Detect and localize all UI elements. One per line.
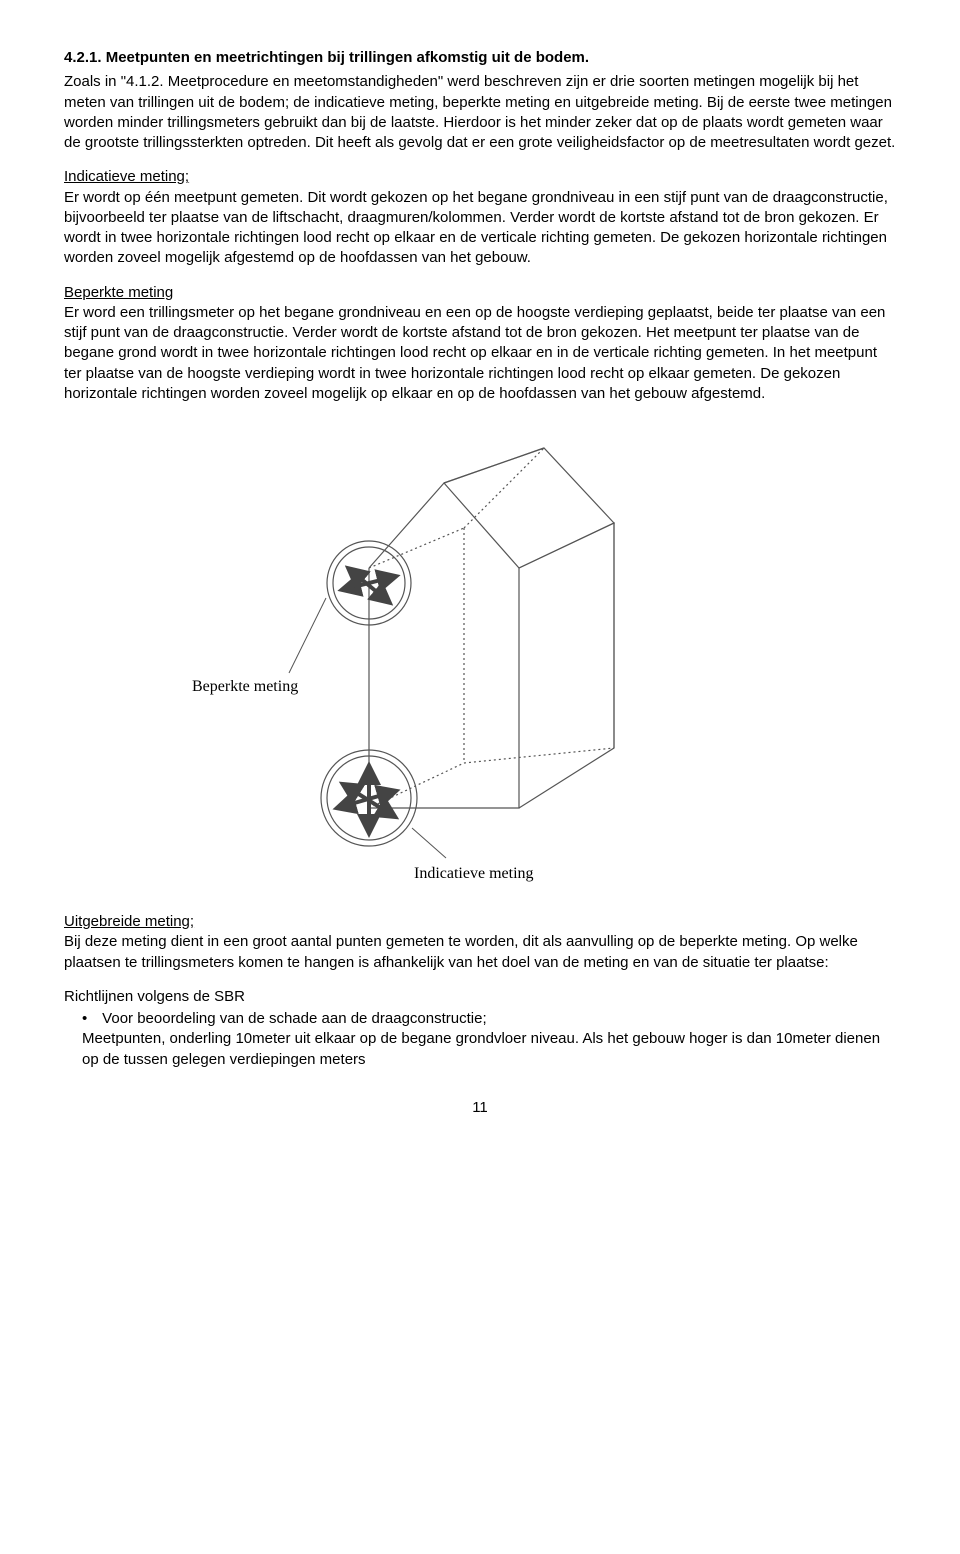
indicatieve-block: Indicatieve meting; Er wordt op één meet… — [64, 167, 896, 268]
section-heading: 4.2.1. Meetpunten en meetrichtingen bij … — [64, 48, 896, 68]
bullet1-title: Voor beoordeling van de schade aan de dr… — [102, 1010, 486, 1027]
guideline-bullet: • Voor beoordeling van de schade aan de … — [102, 1009, 896, 1070]
guidelines-title: Richtlijnen volgens de SBR — [64, 987, 896, 1007]
beperkte-block: Beperkte meting Er word een trillingsmet… — [64, 283, 896, 405]
uitgebreide-block: Uitgebreide meting; Bij deze meting dien… — [64, 912, 896, 973]
page-number: 11 — [64, 1098, 896, 1118]
fig-label-indicatieve: Indicatieve meting — [414, 865, 534, 882]
bullet1-body: Meetpunten, onderling 10meter uit elkaar… — [82, 1029, 896, 1070]
beperkte-body: Er word een trillingsmeter op het begane… — [64, 304, 885, 402]
indicatieve-body: Er wordt op één meetpunt gemeten. Dit wo… — [64, 189, 888, 267]
uitgebreide-title: Uitgebreide meting; — [64, 913, 194, 930]
intro-paragraph: Zoals in "4.1.2. Meetprocedure en meetom… — [64, 72, 896, 153]
uitgebreide-body: Bij deze meting dient in een groot aanta… — [64, 933, 858, 970]
fig-label-beperkte: Beperkte meting — [192, 678, 298, 695]
building-diagram: Beperkte meting Indicatieve meting — [184, 428, 896, 888]
indicatieve-title: Indicatieve meting; — [64, 168, 189, 185]
beperkte-title: Beperkte meting — [64, 284, 173, 301]
